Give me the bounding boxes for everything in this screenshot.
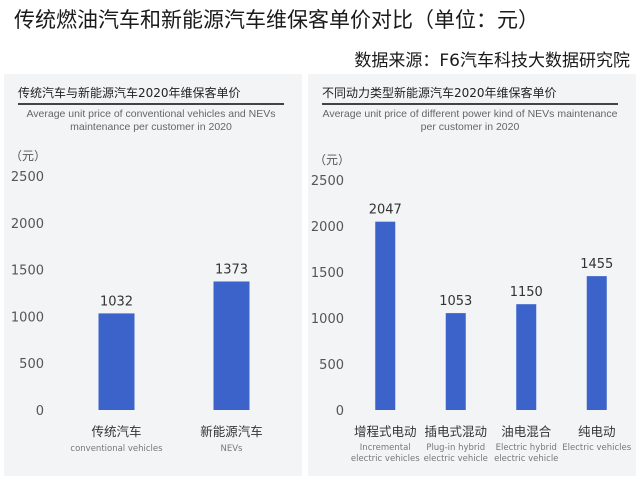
x-category-label-en: conventional vehicles: [70, 444, 163, 454]
x-category-label: 纯电动: [578, 424, 616, 439]
data-label: 1032: [100, 294, 133, 309]
x-category-label-en: electric vehicle: [424, 454, 488, 464]
title-underline: [18, 103, 284, 105]
x-category-label-en: Electric vehicles: [562, 443, 631, 453]
y-tick-label: 2500: [11, 170, 44, 185]
y-axis-unit-label: （元）: [314, 153, 350, 167]
x-category-label-en: NEVs: [221, 444, 244, 454]
y-tick-label: 1500: [311, 266, 344, 281]
y-tick-label: 500: [19, 357, 44, 372]
bar: [586, 276, 607, 410]
chart-title: 传统汽车与新能源汽车2020年维保客单价: [18, 86, 241, 100]
y-tick-label: 1000: [11, 310, 44, 325]
data-label: 2047: [369, 203, 402, 218]
data-label: 1455: [580, 257, 613, 272]
x-category-label: 新能源汽车: [200, 424, 263, 439]
y-tick-label: 1000: [311, 312, 344, 327]
y-tick-label: 0: [336, 404, 344, 419]
x-category-label: 增程式电动: [354, 424, 417, 439]
y-tick-label: 2500: [311, 174, 344, 189]
bar-chart-conventional-vs-nev: （元） 0 500 1000 1500 2000 2500 1032 传统汽车 conventio…: [10, 149, 263, 454]
y-tick-label: 0: [36, 404, 44, 419]
x-category-label: 插电式混动: [424, 424, 487, 439]
bar-chart-nev-power-types: （元） 0 500 1000 1500 2000 2500 2047 增程式电动 Incremen…: [311, 153, 632, 464]
data-label: 1373: [215, 262, 248, 277]
bar: [98, 313, 135, 410]
y-tick-label: 1500: [11, 264, 44, 279]
data-source-note: 数据来源：F6汽车科技大数据研究院: [354, 51, 630, 71]
y-tick-label: 2000: [311, 220, 344, 235]
y-tick-label: 500: [319, 358, 344, 373]
x-category-label-en: electric vehicles: [351, 454, 420, 464]
title-underline: [322, 103, 618, 105]
x-category-label-en: Electric hybrid: [496, 443, 557, 453]
page-title: 传统燃油汽车和新能源汽车维保客单价对比（单位：元）: [14, 8, 539, 32]
x-category-label-en: Plug-in hybrid: [426, 443, 485, 453]
x-category-label: 油电混合: [501, 424, 552, 439]
chart-title: 不同动力类型新能源汽车2020年维保客单价: [322, 86, 557, 100]
x-category-label-en: Incremental: [360, 443, 411, 453]
bar: [445, 313, 466, 410]
data-label: 1053: [439, 294, 472, 309]
bar: [375, 221, 396, 410]
bar: [516, 304, 537, 410]
data-label: 1150: [510, 285, 543, 300]
y-axis-unit-label: （元）: [10, 149, 46, 163]
y-tick-label: 2000: [11, 217, 44, 232]
chart-panel-nev-power-types: 不同动力类型新能源汽车2020年维保客单价 Average unit price…: [308, 74, 636, 476]
chart-subtitle: Average unit price of different power ki…: [322, 108, 618, 133]
bar: [213, 281, 250, 410]
x-category-label-en: electric vehicle: [494, 454, 558, 464]
x-category-label: 传统汽车: [91, 424, 141, 439]
chart-panel-conventional-vs-nev: 传统汽车与新能源汽车2020年维保客单价 Average unit price …: [4, 74, 302, 476]
chart-subtitle: Average unit price of conventional vehic…: [26, 108, 276, 133]
